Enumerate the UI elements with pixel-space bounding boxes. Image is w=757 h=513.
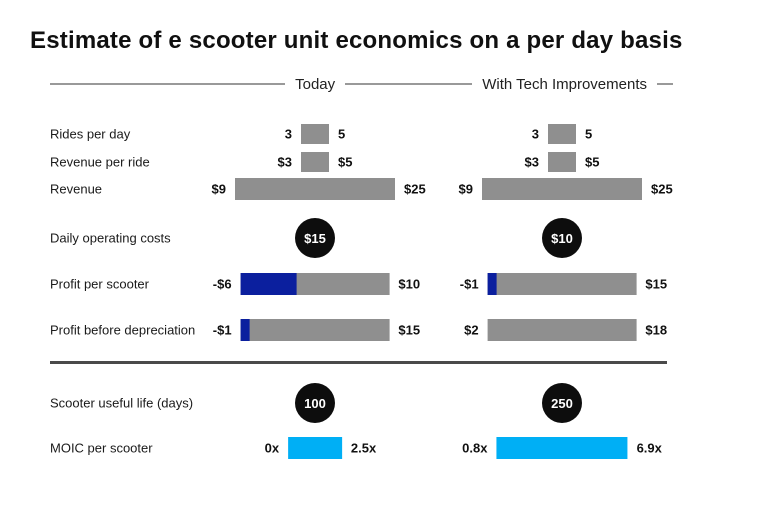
negative-segment [240, 319, 250, 341]
row-profit-per-scooter: Profit per scooter -$6 $10 -$1 $15 [0, 264, 757, 304]
row-revenue-per-ride: Revenue per ride $3 $5 $3 $5 [0, 142, 757, 182]
low-value-label: $9 [211, 181, 226, 197]
chart-title: Estimate of e scooter unit economics on … [30, 27, 683, 54]
operating-cost-circle-tech: $10 [542, 218, 582, 258]
negative-segment [487, 273, 497, 295]
revenue-bar-today: $9 $25 [212, 178, 426, 200]
row-scooter-useful-life: Scooter useful life (days) 100 250 [0, 380, 757, 426]
operating-cost-circle-today: $15 [295, 218, 335, 258]
circle-value-label: 100 [304, 395, 326, 411]
high-value-label: 2.5x [350, 440, 377, 456]
header-rule-left [50, 83, 286, 85]
circle-value-label: $10 [551, 230, 573, 246]
moic-bar-tech: 0.8x 6.9x [462, 437, 662, 459]
row-label: MOIC per scooter [50, 440, 153, 456]
high-value-label: 5 [338, 126, 346, 142]
revenue-per-ride-bar-tech: $3 $5 [525, 152, 599, 172]
row-profit-before-depreciation: Profit before depreciation -$1 $15 $2 $1… [0, 310, 757, 350]
high-value-label: 6.9x [636, 440, 662, 456]
row-label: Revenue [50, 181, 103, 197]
column-label-today: Today [295, 75, 336, 93]
row-label: Revenue per ride [50, 154, 150, 170]
negative-segment [240, 273, 297, 295]
section-divider [50, 361, 667, 364]
useful-life-circle-tech: 250 [542, 383, 582, 423]
high-value-label: $18 [645, 322, 668, 338]
circle-value-label: $15 [304, 230, 326, 246]
low-value-label: -$1 [459, 276, 479, 292]
moic-bar-today: 0x 2.5x [265, 437, 376, 459]
row-label: Profit per scooter [50, 276, 149, 292]
low-value-label: $3 [524, 154, 539, 170]
high-value-label: $15 [398, 322, 421, 338]
low-value-label: 0x [264, 440, 280, 456]
row-label: Rides per day [50, 126, 131, 142]
profit-before-depreciation-bar-tech: $2 $18 [464, 319, 667, 341]
high-value-label: 5 [585, 126, 593, 142]
revenue-per-ride-bar-today: $3 $5 [278, 152, 352, 172]
useful-life-circle-today: 100 [295, 383, 335, 423]
profit-before-depreciation-bar-today: -$1 $15 [213, 319, 420, 341]
profit-bar-tech: -$1 $15 [460, 273, 667, 295]
low-value-label: $3 [277, 154, 292, 170]
row-label: Profit before depreciation [50, 322, 196, 338]
low-value-label: $2 [464, 322, 479, 338]
row-rides-per-day: Rides per day 3 5 3 5 [0, 114, 757, 154]
circle-value-label: 250 [551, 395, 573, 411]
rides-range-bar-today: 3 5 [285, 124, 345, 144]
high-value-label: $15 [645, 276, 668, 292]
row-label: Scooter useful life (days) [50, 395, 194, 411]
low-value-label: $9 [458, 181, 473, 197]
column-header: Today With Tech Improvements [50, 75, 673, 93]
header-rule-middle [345, 83, 473, 85]
high-value-label: $5 [338, 154, 353, 170]
rides-range-bar-tech: 3 5 [532, 124, 592, 144]
low-value-label: 3 [531, 126, 539, 142]
row-label: Daily operating costs [50, 230, 171, 246]
low-value-label: 0.8x [462, 440, 488, 456]
low-value-label: -$1 [212, 322, 232, 338]
column-label-tech-improvements: With Tech Improvements [482, 75, 647, 93]
profit-bar-today: -$6 $10 [213, 273, 420, 295]
high-value-label: $5 [585, 154, 600, 170]
row-revenue: Revenue $9 $25 $9 $25 [0, 169, 757, 209]
row-daily-operating-costs: Daily operating costs $15 $10 [0, 215, 757, 261]
high-value-label: $10 [398, 276, 421, 292]
high-value-label: $25 [404, 181, 426, 197]
high-value-label: $25 [651, 181, 673, 197]
revenue-bar-tech: $9 $25 [459, 178, 673, 200]
header-rule-right [657, 83, 673, 85]
row-moic-per-scooter: MOIC per scooter 0x 2.5x 0.8x 6.9x [0, 428, 757, 468]
low-value-label: 3 [284, 126, 292, 142]
low-value-label: -$6 [212, 276, 232, 292]
